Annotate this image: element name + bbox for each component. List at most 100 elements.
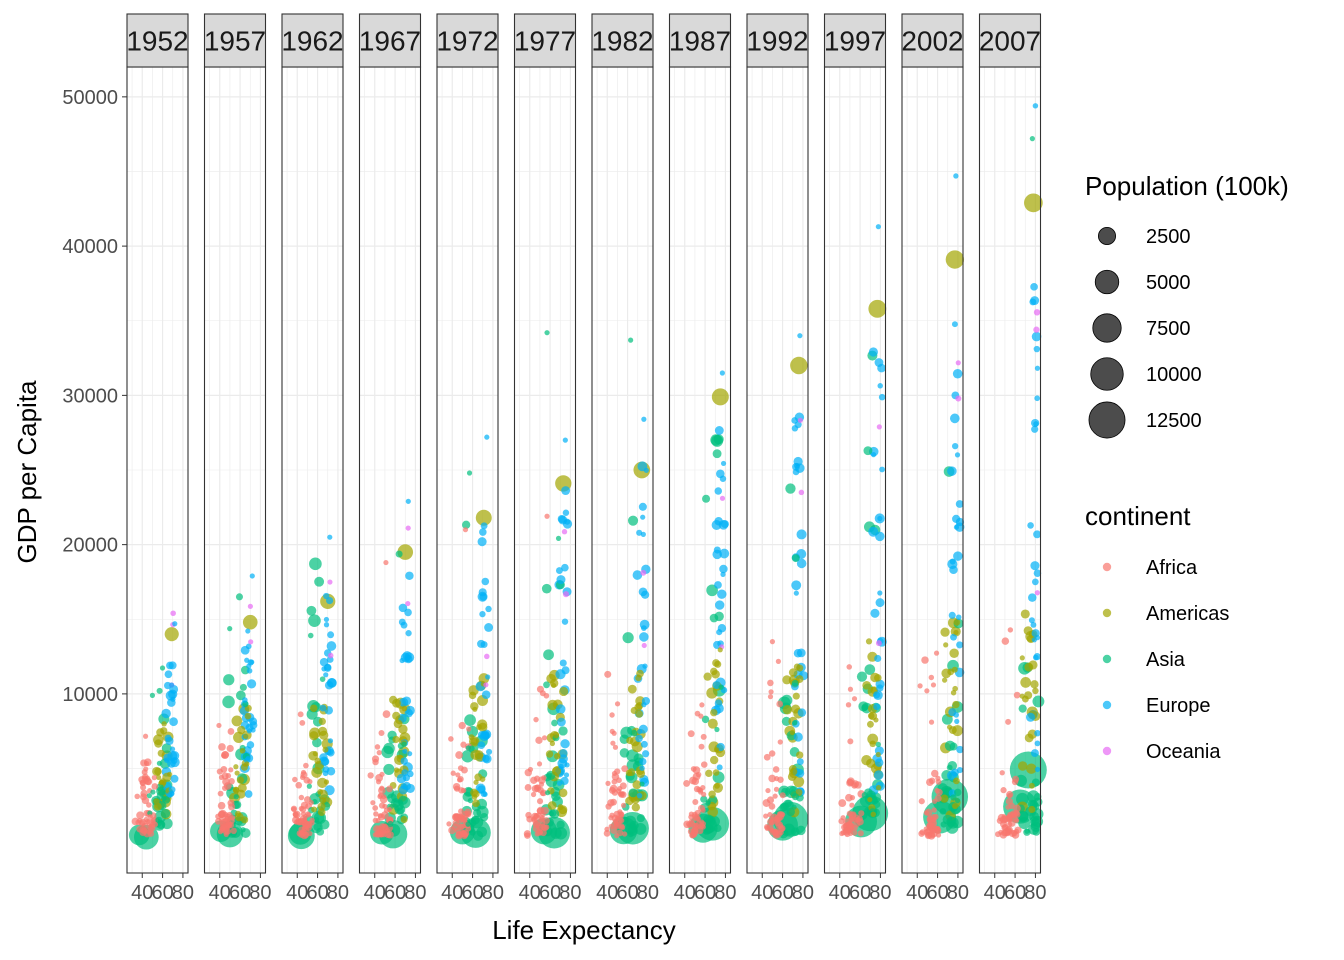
point-europe [873,691,881,699]
point-africa [146,802,152,808]
point-americas [552,731,560,739]
point-asia [387,820,394,828]
point-europe [951,442,959,450]
point-europe [640,740,648,748]
point-americas [711,388,729,406]
point-europe [1032,654,1039,661]
point-africa [452,819,460,827]
point-africa [372,758,379,766]
point-africa [767,812,773,818]
x-tick-label: 40 [829,882,851,904]
point-africa [851,696,858,702]
point-asia [628,788,638,798]
point-africa [701,761,708,768]
point-africa [603,830,611,837]
point-americas [943,642,949,648]
point-americas [1030,680,1039,689]
point-asia [949,742,958,751]
point-africa [768,689,774,695]
point-europe [400,757,408,765]
point-asia [555,535,562,541]
point-europe [245,643,252,650]
point-africa [299,719,306,726]
point-europe [404,708,413,718]
point-africa [846,828,852,834]
point-europe [641,590,650,599]
point-africa [377,793,383,800]
point-europe [402,696,412,706]
point-asia [467,798,473,804]
point-africa [612,744,619,750]
point-americas [790,356,808,375]
point-africa [541,775,547,781]
point-americas [703,672,712,681]
point-europe [405,630,412,637]
x-tick-label: 60 [1004,882,1026,904]
point-americas [244,712,252,720]
point-europe [327,738,334,744]
point-europe [400,621,408,629]
point-africa [852,825,858,831]
point-europe [169,717,178,727]
point-europe [639,757,647,766]
point-europe [561,563,569,572]
point-africa [524,784,532,791]
point-europe [791,417,798,424]
y-tick-label: 50000 [62,87,118,109]
point-europe [561,666,570,675]
point-africa [460,741,467,748]
point-europe [244,790,253,798]
point-africa [622,831,628,837]
point-europe [559,659,567,667]
point-africa [1001,814,1007,820]
point-europe [714,426,724,435]
point-africa [139,779,146,786]
point-americas [153,798,160,805]
point-africa [533,775,541,782]
point-asia [306,605,317,616]
x-tick-label: 80 [249,882,271,904]
point-americas [479,776,486,782]
point-africa [931,769,939,778]
point-africa [695,816,702,822]
point-africa [381,823,388,829]
point-europe [642,663,648,669]
point-africa [301,824,309,832]
point-africa [381,793,387,800]
size-legend-key [1088,401,1126,439]
point-europe [1033,530,1042,539]
point-europe [874,654,882,663]
point-asia [239,683,247,691]
point-asia [401,741,407,747]
point-europe [168,786,176,794]
point-asia [1033,793,1042,801]
point-africa [458,808,464,815]
point-oceania [875,640,882,647]
points-1997 [838,224,889,838]
point-asia [792,720,798,726]
facet-strip [901,13,964,68]
point-asia [1032,827,1041,836]
point-africa [1005,804,1011,810]
point-europe [714,581,722,589]
point-africa [609,812,615,818]
point-africa [605,803,612,810]
point-americas [154,767,162,776]
point-oceania [562,591,570,598]
facet-strip [668,13,732,68]
point-europe [640,625,647,631]
point-asia [546,772,552,779]
point-africa [621,765,629,773]
point-europe [164,670,173,679]
point-americas [311,806,317,813]
point-asia [150,789,156,795]
point-africa [927,814,933,821]
point-asia [314,576,325,587]
point-asia [791,554,800,563]
point-europe [560,739,570,749]
point-africa [928,719,935,725]
point-africa [610,740,616,746]
